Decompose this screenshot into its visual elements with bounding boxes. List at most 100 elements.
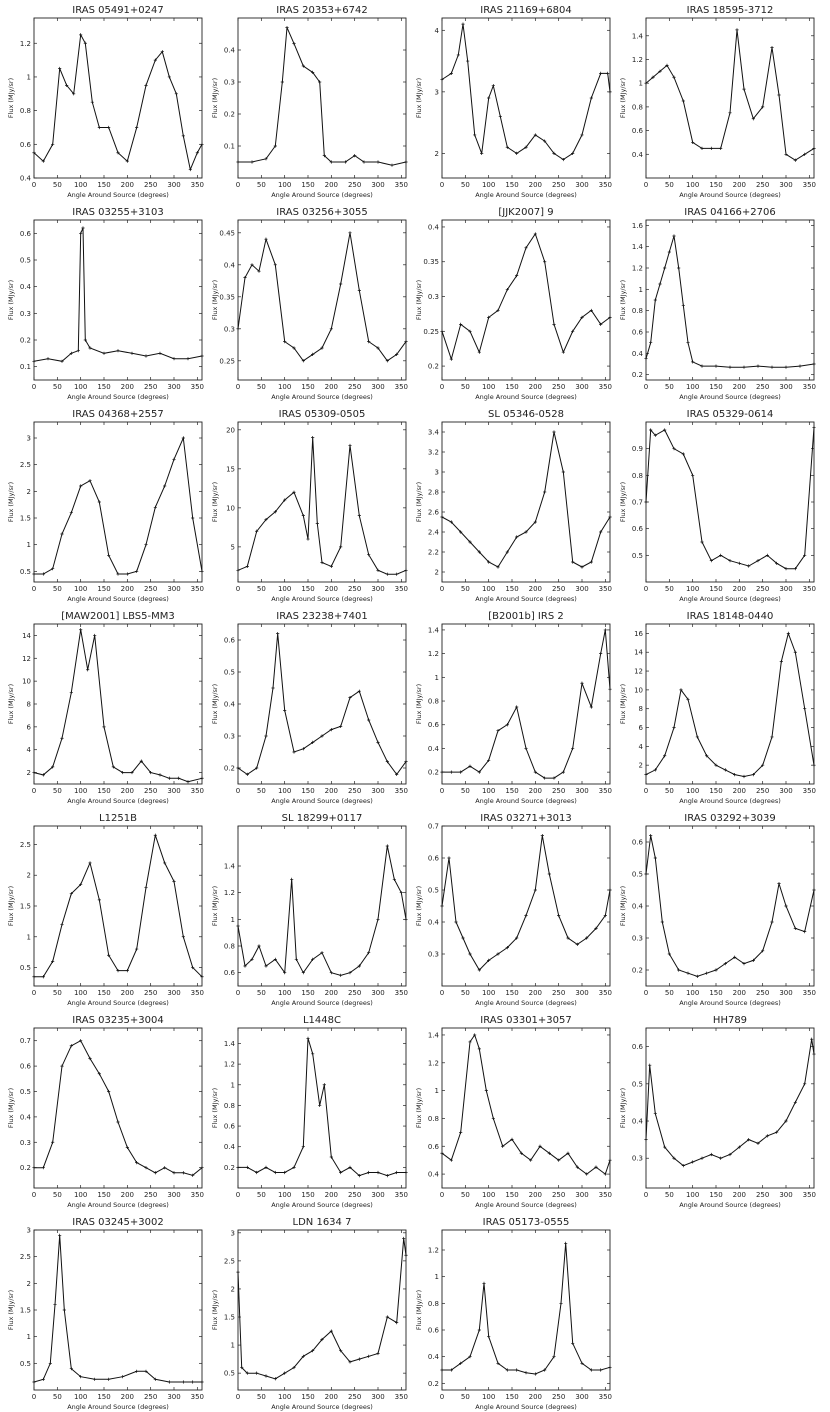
data-point: [322, 1083, 326, 1087]
data-point: [756, 364, 760, 368]
data-point: [153, 58, 157, 62]
x-tick-label: 150: [97, 989, 110, 997]
x-tick-label: 250: [552, 989, 565, 997]
x-axis-label: Angle Around Source (degrees): [475, 1201, 577, 1209]
data-point: [367, 553, 371, 557]
data-point: [390, 163, 394, 167]
data-point: [557, 914, 561, 918]
data-point: [273, 1377, 277, 1381]
x-tick-label: 50: [53, 585, 62, 593]
series-line: [441, 1033, 611, 1175]
plot-frame: [645, 623, 815, 785]
data-point: [589, 1368, 593, 1372]
data-point: [273, 510, 277, 514]
y-tick-label: 0.3: [20, 1139, 31, 1147]
data-point: [784, 152, 788, 156]
data-point: [139, 759, 143, 763]
chart-panel: [B2001b] IRS 2 0 50 100 150 200 250 300 350 0.2 0.…: [415, 611, 612, 805]
data-point: [686, 971, 690, 975]
y-tick-label: 0.3: [224, 325, 235, 333]
x-tick-label: 50: [53, 989, 62, 997]
data-point: [348, 231, 352, 235]
x-tick-label: 100: [278, 1191, 291, 1199]
x-tick-label: 0: [440, 989, 444, 997]
data-point: [283, 971, 287, 975]
x-tick-label: 100: [482, 585, 495, 593]
data-point: [311, 1349, 315, 1353]
chart-title: IRAS 03235+3004: [72, 1015, 164, 1026]
data-point: [599, 530, 603, 534]
data-point: [533, 520, 537, 524]
x-tick-label: 150: [505, 1191, 518, 1199]
data-point: [69, 511, 73, 515]
x-tick-label: 200: [529, 1393, 542, 1401]
data-point: [395, 572, 399, 576]
data-point: [524, 746, 528, 751]
data-point: [468, 764, 472, 768]
data-point: [69, 690, 73, 695]
y-tick-label: 0.8: [632, 472, 643, 480]
plot-frame: [441, 825, 611, 987]
x-tick-label: 100: [74, 1191, 87, 1199]
data-point: [86, 668, 90, 672]
x-tick-label: 300: [371, 585, 384, 593]
y-tick-label: 1: [231, 1081, 235, 1089]
chart-title: L1448C: [303, 1015, 341, 1026]
plot-frame: [237, 17, 407, 179]
data-point: [575, 942, 579, 946]
series-line: [441, 431, 611, 568]
data-point: [195, 151, 199, 155]
y-tick-label: 0.6: [224, 969, 236, 977]
plot-frame: [237, 1229, 407, 1391]
data-point: [395, 352, 399, 356]
data-point: [473, 133, 477, 137]
data-point: [540, 834, 544, 838]
x-tick-label: 50: [665, 989, 674, 997]
data-point: [691, 1160, 695, 1164]
x-tick-label: 0: [440, 787, 444, 795]
data-point: [599, 322, 603, 326]
y-tick-label: 3: [27, 1227, 31, 1235]
y-tick-label: 1.2: [224, 1061, 235, 1069]
x-tick-label: 100: [278, 989, 291, 997]
y-tick-label: 3: [435, 88, 439, 96]
x-tick-label: 100: [74, 181, 87, 189]
y-axis-label: Flux (MJy/sr): [619, 482, 627, 522]
data-point: [320, 560, 324, 565]
data-point: [79, 628, 83, 632]
x-tick-label: 300: [779, 787, 792, 795]
data-point: [487, 315, 491, 319]
y-tick-label: 0.5: [20, 257, 31, 265]
x-tick-label: 200: [733, 383, 746, 391]
data-point: [803, 1082, 807, 1086]
x-tick-label: 150: [97, 1191, 110, 1199]
data-point: [468, 540, 472, 544]
x-tick-label: 0: [236, 181, 240, 189]
data-point: [515, 1368, 519, 1372]
data-point: [501, 1144, 505, 1148]
y-tick-label: 1: [27, 933, 31, 941]
x-tick-label: 0: [236, 585, 240, 593]
data-point: [41, 572, 45, 576]
x-tick-label: 150: [709, 787, 722, 795]
data-point: [449, 520, 453, 524]
x-axis-label: Angle Around Source (degrees): [679, 1201, 781, 1209]
y-tick-label: 0.2: [428, 363, 439, 371]
plot-frame: [33, 1027, 203, 1189]
x-tick-label: 250: [552, 181, 565, 189]
data-point: [644, 1138, 648, 1142]
plot-frame: [441, 421, 611, 583]
x-tick-label: 150: [505, 1393, 518, 1401]
data-point: [88, 346, 92, 350]
data-point: [32, 1166, 36, 1170]
data-point: [449, 357, 453, 361]
data-point: [348, 696, 352, 700]
data-point: [784, 567, 788, 571]
data-point: [402, 1236, 406, 1241]
data-point: [181, 1171, 185, 1175]
data-point: [90, 100, 94, 104]
plot-frame: [441, 623, 611, 785]
data-point: [236, 1165, 240, 1169]
y-tick-label: 0.7: [428, 823, 439, 831]
data-point: [292, 750, 296, 754]
